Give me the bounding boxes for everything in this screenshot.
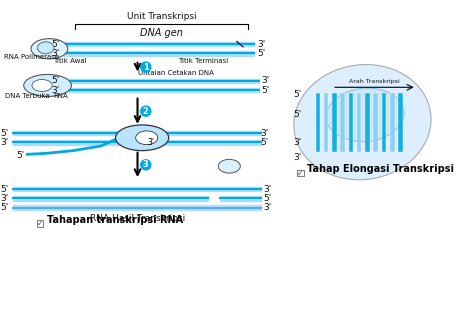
Text: 3': 3': [293, 153, 301, 162]
Text: 3': 3': [258, 40, 266, 49]
Text: 5': 5': [0, 129, 8, 138]
Text: 3': 3': [0, 194, 8, 203]
Text: 5': 5': [51, 40, 60, 49]
Text: 3': 3': [51, 49, 60, 58]
Text: 3': 3': [0, 138, 8, 147]
Text: 5': 5': [0, 203, 8, 212]
Text: 3': 3': [263, 185, 272, 194]
Bar: [382, 93, 386, 152]
Bar: [349, 93, 353, 152]
Text: 1: 1: [143, 63, 149, 72]
Text: 3: 3: [143, 160, 149, 169]
Ellipse shape: [37, 42, 54, 54]
Text: 5': 5': [263, 194, 272, 203]
Text: 5': 5': [0, 185, 8, 194]
Circle shape: [141, 62, 151, 72]
Ellipse shape: [24, 74, 72, 96]
Text: 3': 3': [263, 203, 272, 212]
Text: Titik Awal: Titik Awal: [53, 58, 86, 64]
Text: ✓: ✓: [36, 219, 43, 228]
Circle shape: [141, 106, 151, 116]
Text: 5': 5': [261, 138, 269, 147]
Text: 3': 3': [262, 76, 270, 85]
Bar: [374, 93, 378, 152]
Bar: [365, 93, 370, 152]
Text: 5': 5': [51, 76, 60, 85]
Bar: [332, 93, 337, 152]
Text: 5': 5': [258, 49, 266, 58]
Text: Unit Transkripsi: Unit Transkripsi: [127, 12, 196, 21]
Text: Titik Terminasi: Titik Terminasi: [179, 58, 229, 64]
Text: 3': 3': [261, 129, 269, 138]
Ellipse shape: [326, 88, 404, 141]
Bar: [357, 93, 362, 152]
Ellipse shape: [136, 131, 158, 145]
Text: 3': 3': [148, 138, 155, 147]
Ellipse shape: [294, 64, 431, 180]
Text: RNA Hasil Transkripsi: RNA Hasil Transkripsi: [90, 214, 185, 223]
Ellipse shape: [219, 159, 240, 173]
Text: 5': 5': [293, 110, 301, 119]
Bar: [390, 93, 394, 152]
Ellipse shape: [31, 38, 68, 59]
Text: DNA gen: DNA gen: [140, 28, 183, 38]
Bar: [324, 93, 328, 152]
Bar: [398, 93, 403, 152]
Text: 5': 5': [262, 86, 270, 94]
Circle shape: [141, 160, 151, 170]
Bar: [316, 93, 320, 152]
Bar: [340, 93, 345, 152]
Text: 5': 5': [293, 90, 301, 99]
FancyBboxPatch shape: [36, 220, 43, 227]
Text: 3': 3': [293, 138, 301, 147]
Text: Tahap Elongasi Transkripsi: Tahap Elongasi Transkripsi: [307, 164, 455, 174]
Ellipse shape: [32, 80, 52, 91]
Text: Untaian Cetakan DNA: Untaian Cetakan DNA: [138, 70, 214, 76]
Text: 2: 2: [143, 107, 149, 116]
Text: ✓: ✓: [297, 169, 304, 178]
Text: RNA Polimerase: RNA Polimerase: [3, 54, 59, 60]
Text: RNA: RNA: [53, 93, 68, 99]
Text: Arah Transkripsi: Arah Transkripsi: [349, 79, 400, 84]
Text: 5': 5': [16, 151, 24, 160]
FancyBboxPatch shape: [297, 170, 304, 176]
Text: Tahapan transkripsi RNA: Tahapan transkripsi RNA: [46, 215, 183, 225]
Ellipse shape: [116, 125, 169, 151]
Text: 3': 3': [51, 86, 60, 94]
Text: DNA Terbuka: DNA Terbuka: [5, 93, 50, 99]
